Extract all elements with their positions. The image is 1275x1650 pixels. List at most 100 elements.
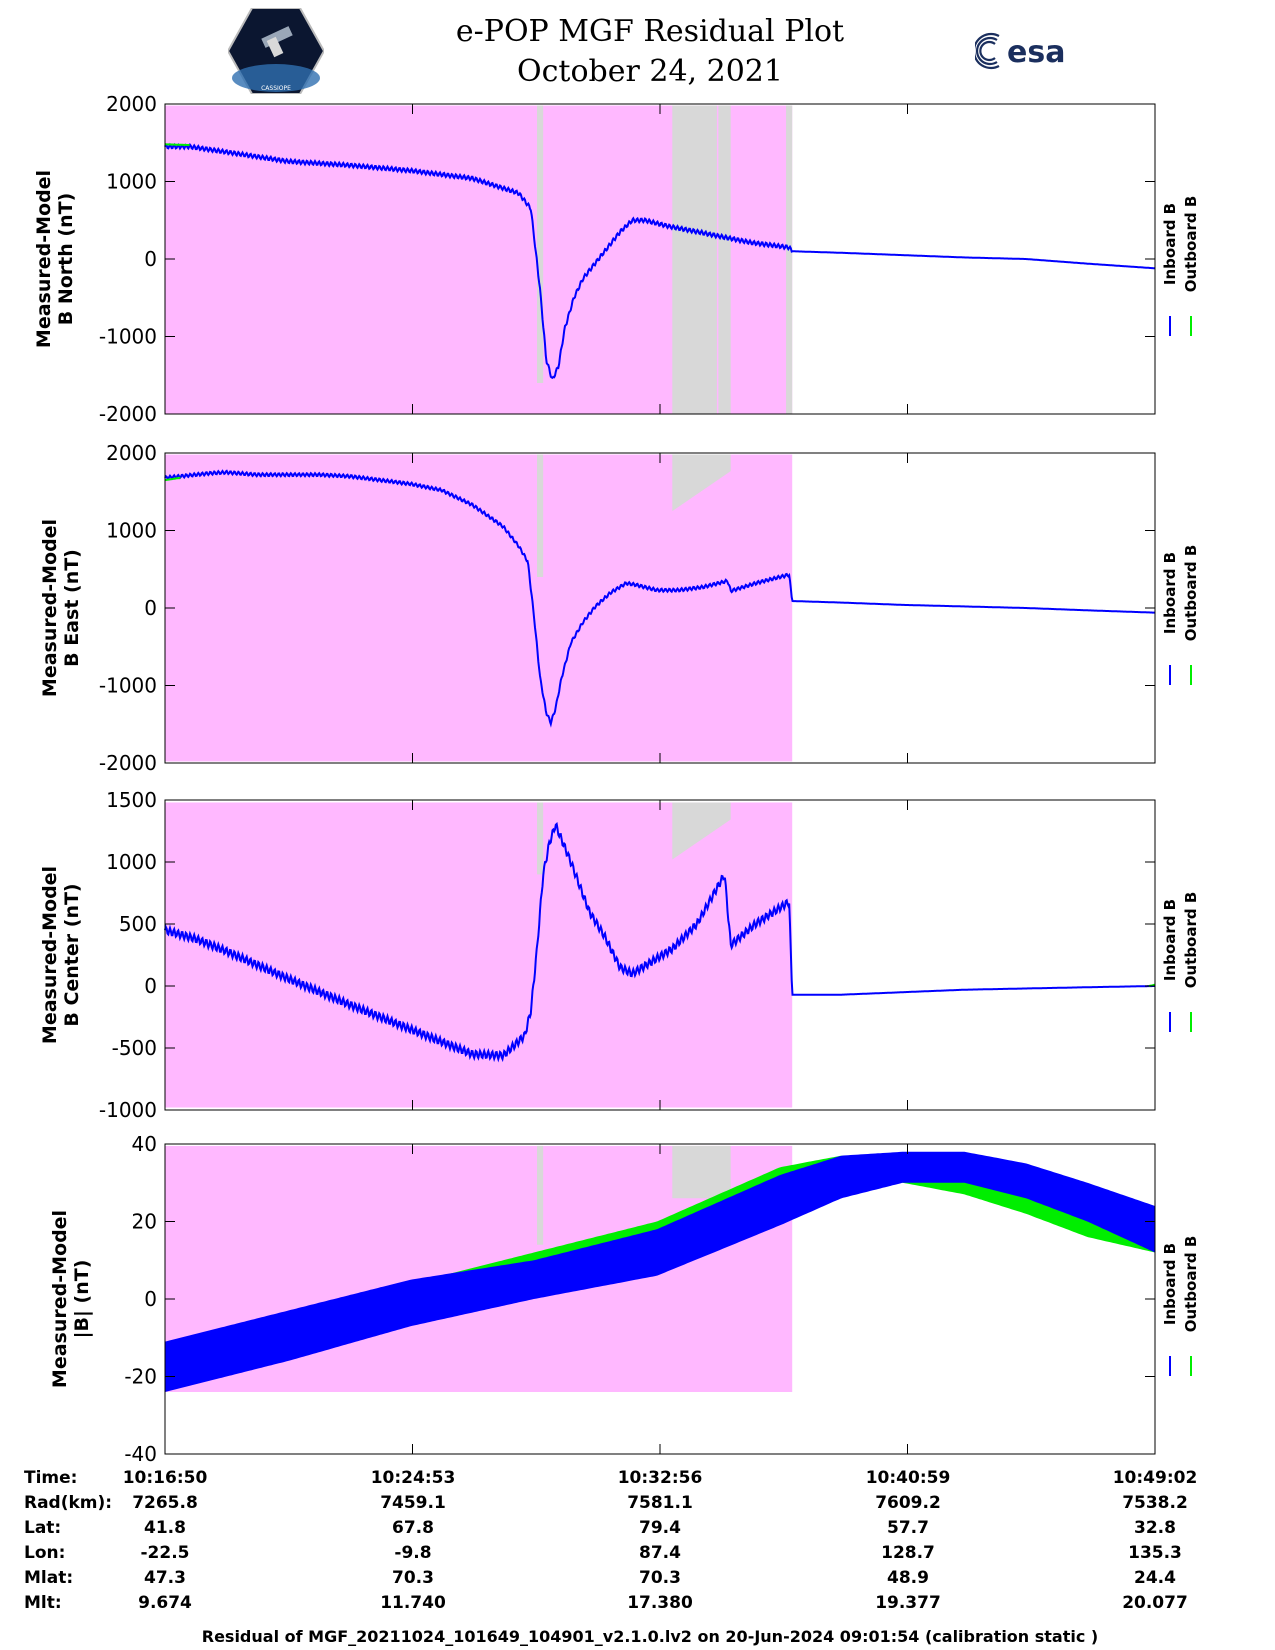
ephemeris-value: 10:49:02 xyxy=(1112,1468,1198,1488)
ephemeris-value: 10:32:56 xyxy=(617,1468,703,1488)
gray-band xyxy=(718,105,731,415)
ephemeris-value: 7459.1 xyxy=(380,1493,446,1513)
y-tick-label: -40 xyxy=(124,1442,157,1466)
inboard-series xyxy=(165,1151,1155,1392)
y-tick-label: 40 xyxy=(132,1132,157,1156)
y-axis-label: Measured-Model xyxy=(33,170,55,348)
y-tick-label: 1000 xyxy=(106,170,157,194)
ephemeris-value: 19.377 xyxy=(875,1593,941,1613)
ephemeris-value: 17.380 xyxy=(627,1593,693,1613)
legend-label: Inboard B xyxy=(1161,203,1179,285)
legend-label: Outboard B xyxy=(1182,1236,1200,1333)
y-tick-label: 20 xyxy=(132,1210,157,1234)
y-tick-label: 1000 xyxy=(106,519,157,543)
y-tick-label: 2000 xyxy=(106,441,157,465)
outboard-series xyxy=(165,143,190,147)
y-axis-label: B North (nT) xyxy=(55,193,77,326)
cassiope-logo-text: CASSIOPE xyxy=(261,85,291,92)
gray-band xyxy=(672,105,717,415)
ephemeris-value: 24.4 xyxy=(1134,1568,1176,1588)
ephemeris-row-label: Mlt: xyxy=(24,1593,62,1613)
y-tick-label: -2000 xyxy=(99,751,157,775)
ephemeris-value: 128.7 xyxy=(881,1543,935,1563)
y-tick-label: -1000 xyxy=(99,674,157,698)
gray-band xyxy=(672,802,731,860)
y-axis-label: Measured-Model xyxy=(49,1210,71,1388)
legend-label: Outboard B xyxy=(1182,892,1200,989)
y-tick-label: 2000 xyxy=(106,92,157,116)
ephemeris-row-label: Time: xyxy=(24,1468,78,1488)
ephemeris-value: 47.3 xyxy=(144,1568,186,1588)
ephemeris-value: 79.4 xyxy=(639,1518,681,1538)
ephemeris-value: 7538.2 xyxy=(1122,1493,1188,1513)
panel-3: 1500 1000 500 0 -500 -1000 Measured-Model B Cen… xyxy=(39,788,1200,1122)
ephemeris-value: 41.8 xyxy=(144,1518,186,1538)
inboard-series xyxy=(164,469,1155,728)
cassiope-logo: CASSIOPE xyxy=(228,8,324,94)
y-axis-label: Measured-Model xyxy=(39,519,61,697)
y-tick-label: -500 xyxy=(112,1036,157,1060)
ephemeris-row-label: Lon: xyxy=(24,1543,66,1563)
y-tick-label: 500 xyxy=(119,912,157,936)
outboard-series xyxy=(164,476,181,482)
gray-band xyxy=(672,1145,731,1199)
ephemeris-value: 10:16:50 xyxy=(122,1468,208,1488)
ephemeris-value: 57.7 xyxy=(887,1518,929,1538)
panel-4: 40 20 0 -20 -40 Measured-Model |B| (nT) Inboard… xyxy=(49,1132,1200,1466)
y-axis-label: B Center (nT) xyxy=(61,883,83,1026)
ephemeris-value: 7581.1 xyxy=(627,1493,693,1513)
gray-band xyxy=(537,454,544,577)
ephemeris-value: 87.4 xyxy=(639,1543,681,1563)
ephemeris-row-label: Mlat: xyxy=(24,1568,74,1588)
y-axis-label: |B| (nT) xyxy=(71,1260,93,1339)
y-tick-label: 0 xyxy=(144,1287,157,1311)
page-title: e-POP MGF Residual Plot xyxy=(455,14,845,49)
y-tick-label: 0 xyxy=(144,596,157,620)
gray-band xyxy=(786,105,793,415)
y-axis-label: B East (nT) xyxy=(61,549,83,667)
ephemeris-row-label: Lat: xyxy=(24,1518,62,1538)
legend-label: Inboard B xyxy=(1161,899,1179,981)
legend-label: Inboard B xyxy=(1161,1243,1179,1325)
ephemeris-value: 7609.2 xyxy=(875,1493,941,1513)
footer-caption: Residual of MGF_20211024_101649_104901_v… xyxy=(201,1627,1099,1646)
esa-logo-text: esa xyxy=(1007,35,1065,70)
y-tick-label: -1000 xyxy=(99,1098,157,1122)
ephemeris-value: 10:40:59 xyxy=(865,1468,951,1488)
ephemeris-value: 7265.8 xyxy=(132,1493,198,1513)
ephemeris-value: 32.8 xyxy=(1134,1518,1176,1538)
legend-label: Outboard B xyxy=(1182,196,1200,293)
ephemeris-value: 67.8 xyxy=(392,1518,434,1538)
inboard-series xyxy=(164,822,1155,1063)
ephemeris-value: 48.9 xyxy=(887,1568,929,1588)
gray-band xyxy=(537,802,544,875)
y-tick-label: 0 xyxy=(144,974,157,998)
gray-band xyxy=(537,105,544,384)
panel-2: 2000 1000 0 -1000 -2000 Measured-Model B East … xyxy=(39,441,1200,775)
y-tick-label: -2000 xyxy=(99,402,157,426)
ephemeris-value: 70.3 xyxy=(392,1568,434,1588)
y-axis-label: Measured-Model xyxy=(39,866,61,1044)
magenta-shade xyxy=(165,802,793,1108)
ephemeris-value: -22.5 xyxy=(140,1543,190,1563)
magenta-shade xyxy=(165,454,793,762)
ephemeris-value: 10:24:53 xyxy=(370,1468,456,1488)
y-tick-label: 1000 xyxy=(106,850,157,874)
inboard-series xyxy=(164,142,1156,379)
ephemeris-value: 9.674 xyxy=(138,1593,192,1613)
ephemeris-value: 135.3 xyxy=(1128,1543,1182,1563)
gray-band xyxy=(537,1145,544,1245)
page-subtitle: October 24, 2021 xyxy=(517,54,783,89)
y-tick-label: 1500 xyxy=(106,788,157,812)
y-tick-label: -20 xyxy=(124,1365,157,1389)
ephemeris-value: 11.740 xyxy=(380,1593,446,1613)
legend-label: Inboard B xyxy=(1161,552,1179,634)
esa-logo: esa xyxy=(975,32,1065,70)
legend-label: Outboard B xyxy=(1182,545,1200,642)
ephemeris-value: 20.077 xyxy=(1122,1593,1188,1613)
gray-band xyxy=(672,454,731,512)
ephemeris-value: -9.8 xyxy=(394,1543,432,1563)
panel-1: 2000 1000 0 -1000 -2000 Measured-Model B North… xyxy=(33,92,1200,426)
ephemeris-row-label: Rad(km): xyxy=(24,1493,113,1513)
